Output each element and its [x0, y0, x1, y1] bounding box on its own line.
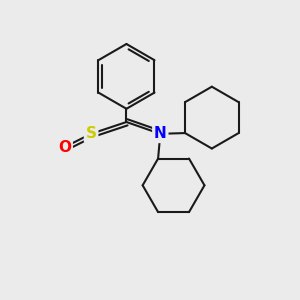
Text: S: S [85, 126, 97, 141]
Text: O: O [58, 140, 71, 154]
Text: N: N [154, 126, 167, 141]
